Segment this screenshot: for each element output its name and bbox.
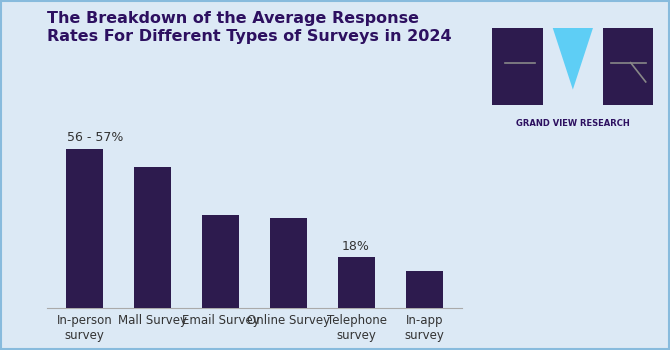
Text: The Breakdown of the Average Response
Rates For Different Types of Surveys in 20: The Breakdown of the Average Response Ra…: [47, 10, 452, 44]
Text: GRAND VIEW RESEARCH: GRAND VIEW RESEARCH: [516, 119, 630, 128]
Bar: [338, 257, 375, 308]
Text: 56 - 57%: 56 - 57%: [68, 132, 124, 145]
Bar: [270, 218, 308, 308]
Bar: [202, 215, 239, 308]
Text: 18%: 18%: [342, 240, 370, 253]
Bar: [406, 271, 444, 308]
Bar: [134, 167, 172, 308]
Bar: [66, 149, 103, 308]
